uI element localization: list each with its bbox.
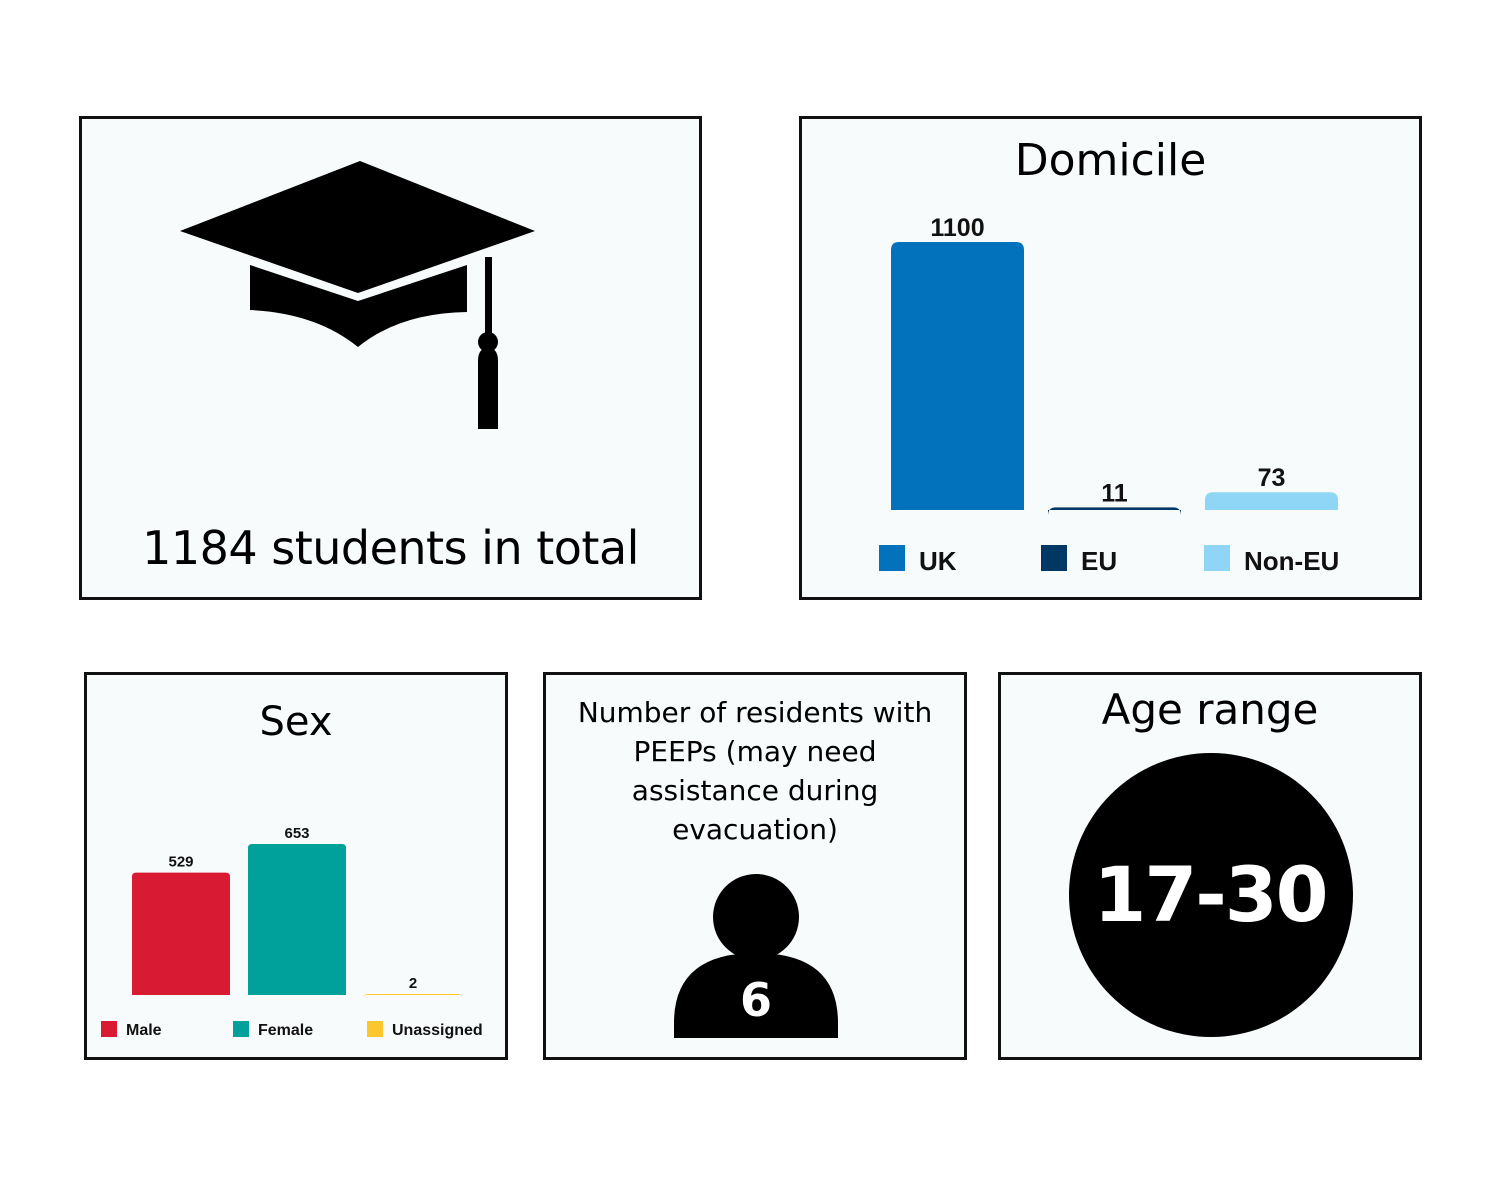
value-label-male: 529 [168, 854, 193, 871]
bar-eu [1048, 507, 1181, 516]
legend-swatch-eu [1041, 545, 1067, 571]
peeps-count: 6 [739, 973, 772, 1027]
legend-swatch-non-eu [1204, 545, 1230, 571]
legend-label-male: Male [126, 1022, 162, 1039]
legend-label-eu: EU [1081, 546, 1117, 576]
total-students-text: 1184 students in total [142, 521, 639, 575]
bar-unassigned [364, 994, 462, 998]
domicile-panel: Domicile 1100 UK 11 EU 73 Non-EU [799, 116, 1422, 600]
age-panel: Age range 17-30 [998, 672, 1422, 1060]
total-students-panel: 1184 students in total [79, 116, 702, 600]
bar-non-eu [1205, 492, 1338, 510]
legend-swatch-uk [879, 545, 905, 571]
legend-swatch-male [101, 1021, 117, 1037]
bar-male [132, 872, 230, 995]
legend-label-female: Female [258, 1022, 313, 1039]
age-value: 17-30 [1093, 850, 1328, 939]
bar-female [248, 844, 346, 995]
legend-swatch-female [233, 1021, 249, 1037]
legend-label-uk: UK [919, 546, 957, 576]
sex-panel: Sex 529 Male 653 Female 2 Unassigned [84, 672, 508, 1060]
value-label-uk: 1100 [930, 214, 984, 242]
peeps-panel: Number of residents with PEEPs (may need… [543, 672, 967, 1060]
domicile-chart-title: Domicile [1014, 135, 1207, 186]
value-label-female: 653 [284, 825, 309, 842]
value-label-non-eu: 73 [1258, 464, 1286, 492]
value-label-unassigned: 2 [409, 975, 417, 992]
bar-uk [891, 242, 1024, 510]
peeps-title: Number of residents with PEEPs (may need… [577, 696, 933, 846]
person-icon [674, 874, 838, 1038]
sex-chart-title: Sex [259, 699, 333, 745]
graduation-cap-icon [180, 161, 535, 429]
legend-label-unassigned: Unassigned [392, 1022, 483, 1039]
sex-chart: 529 Male 653 Female 2 Unassigned [101, 825, 483, 1039]
age-circle [1069, 753, 1353, 1037]
legend-label-non-eu: Non-EU [1244, 546, 1339, 576]
value-label-eu: 11 [1101, 479, 1128, 507]
legend-swatch-unassigned [367, 1021, 383, 1037]
domicile-chart: 1100 UK 11 EU 73 Non-EU [879, 214, 1339, 576]
age-title: Age range [1101, 685, 1319, 734]
